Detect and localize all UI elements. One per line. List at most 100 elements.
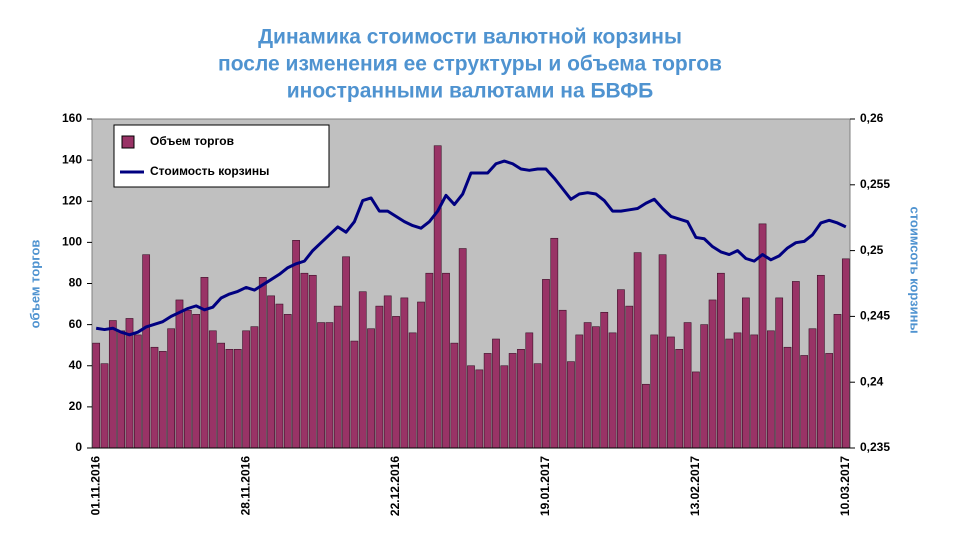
y-tick-label: 0: [75, 440, 82, 454]
x-tick-label: 10.03.2017: [838, 456, 852, 516]
bar: [250, 326, 259, 449]
bar: [233, 348, 242, 449]
bar: [575, 334, 584, 449]
bar: [142, 254, 151, 449]
y-tick-label: 80: [69, 276, 83, 290]
bar: [750, 334, 759, 449]
legend-swatch: [121, 135, 135, 149]
bar: [692, 371, 700, 449]
bar: [442, 272, 450, 449]
bar: [733, 332, 742, 449]
bar: [117, 330, 126, 449]
chart-title: после изменения ее структуры и объема то…: [218, 53, 722, 76]
bar: [800, 355, 809, 449]
bar: [258, 277, 267, 449]
bar: [791, 281, 800, 449]
legend-label: Объем торгов: [150, 134, 234, 148]
bar: [542, 279, 550, 449]
bar: [158, 351, 167, 449]
bar: [267, 295, 275, 449]
bar: [200, 277, 209, 449]
bar: [483, 353, 492, 449]
bar: [667, 336, 675, 449]
bar: [150, 346, 159, 449]
bar: [658, 254, 667, 449]
x-tick-label: 01.11.2016: [88, 456, 102, 516]
bar: [742, 297, 750, 449]
bar: [550, 237, 559, 449]
bar: [333, 305, 342, 449]
bar: [125, 318, 134, 449]
bar: [192, 314, 200, 449]
bar: [400, 297, 409, 449]
bar: [467, 365, 475, 449]
bar: [100, 363, 109, 449]
legend-label: Стоимость корзины: [150, 164, 269, 178]
bar: [208, 330, 217, 449]
y2-tick-label: 0,245: [860, 309, 890, 323]
bar: [517, 348, 525, 449]
y2-tick-label: 0,255: [860, 177, 890, 191]
bar: [433, 145, 442, 449]
y-tick-label: 100: [62, 235, 82, 249]
bar: [533, 363, 542, 449]
y-tick-label: 120: [62, 193, 82, 207]
bar: [525, 332, 534, 449]
bar: [242, 330, 250, 449]
bar: [300, 272, 309, 449]
bar: [392, 316, 400, 449]
bar: [183, 309, 192, 449]
bar: [225, 348, 234, 449]
bar: [841, 258, 850, 449]
bar: [583, 322, 592, 449]
y2-tick-label: 0,24: [860, 374, 884, 388]
bar: [683, 322, 692, 449]
y2-tick-label: 0,25: [860, 243, 884, 257]
bar: [775, 297, 784, 449]
bar: [475, 369, 484, 449]
bar: [308, 274, 317, 449]
y-tick-label: 160: [62, 111, 82, 125]
bar: [608, 332, 617, 449]
bar: [825, 353, 834, 449]
bar: [558, 309, 567, 449]
bar: [650, 334, 659, 449]
x-tick-label: 28.11.2016: [238, 456, 252, 516]
bar: [625, 305, 634, 449]
bar: [600, 311, 609, 449]
y-tick-label: 40: [69, 358, 83, 372]
y-tick-label: 60: [69, 317, 83, 331]
x-tick-label: 19.01.2017: [538, 456, 552, 516]
bar: [175, 299, 184, 449]
chart-title: иностранными валютами на БВФБ: [287, 80, 653, 103]
bar: [217, 342, 225, 449]
bar: [108, 320, 117, 449]
chart-title: Динамика стоимости валютной корзины: [258, 26, 682, 49]
bar: [567, 361, 575, 449]
bar: [408, 332, 417, 449]
bar: [500, 365, 509, 449]
bar: [450, 342, 459, 449]
line: [95, 159, 847, 337]
bar: [133, 334, 142, 449]
bar: [292, 240, 300, 449]
bar: [383, 295, 392, 449]
bar: [375, 305, 384, 449]
y-tick-label: 20: [69, 399, 83, 413]
x-tick-label: 22.12.2016: [388, 456, 402, 516]
bar: [717, 272, 725, 449]
bar: [725, 338, 734, 449]
bar: [342, 256, 350, 449]
bar: [767, 330, 775, 449]
y-axis-title: объем торгов: [27, 240, 42, 329]
bar: [417, 301, 425, 449]
y2-tick-label: 0,26: [860, 111, 884, 125]
bar: [708, 299, 717, 449]
bar: [350, 340, 359, 449]
bar: [592, 326, 600, 449]
bar: [425, 272, 434, 449]
bar: [275, 303, 284, 449]
bar: [92, 342, 101, 449]
bar: [808, 328, 817, 449]
